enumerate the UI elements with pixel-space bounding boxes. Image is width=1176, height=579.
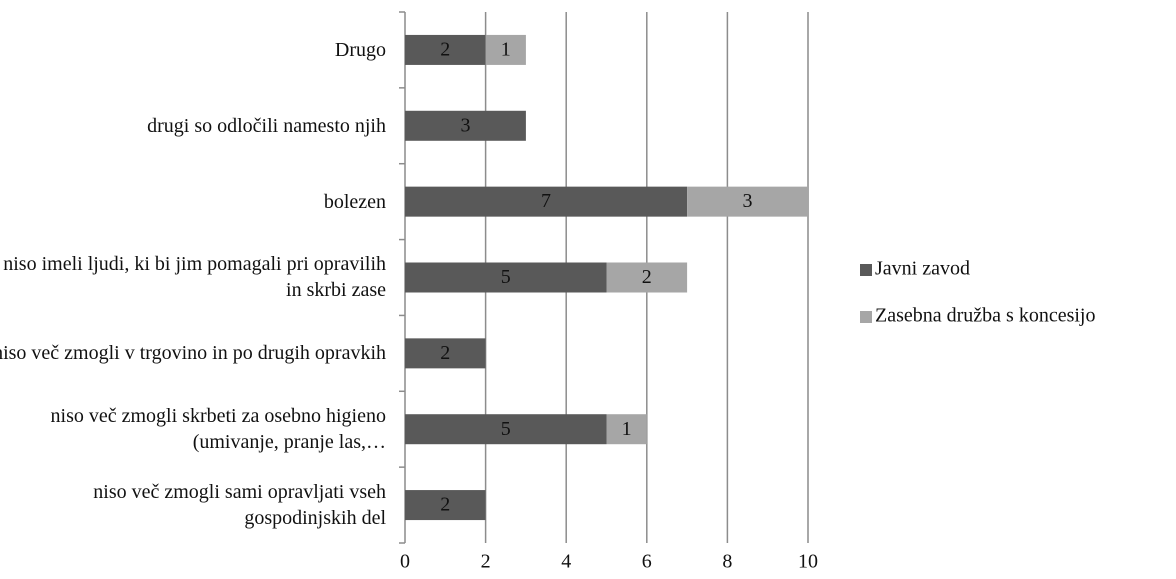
data-label: 7 — [541, 190, 551, 212]
bar — [405, 34, 486, 65]
bar — [405, 110, 526, 141]
y-tick-label: niso več zmogli v trgovino in po drugih … — [0, 342, 386, 365]
data-label: 5 — [501, 418, 511, 440]
legend-swatch — [860, 311, 872, 323]
y-tick-label: niso več zmogli skrbeti za osebno higien… — [50, 405, 386, 454]
y-tick-label: drugi so odločili namesto njih — [147, 114, 386, 137]
data-label: 1 — [501, 39, 511, 61]
bar — [485, 34, 526, 65]
x-tick-label: 0 — [400, 551, 410, 573]
data-label: 3 — [460, 114, 470, 136]
data-label: 1 — [622, 418, 632, 440]
y-tick-label: niso imeli ljudi, ki bi jim pomagali pri… — [3, 253, 386, 302]
data-label: 2 — [440, 494, 450, 516]
y-tick-label: bolezen — [323, 190, 386, 213]
data-label: 2 — [440, 39, 450, 61]
data-label: 5 — [501, 266, 511, 288]
x-tick-label: 8 — [722, 551, 732, 573]
legend-label: Javni zavod — [875, 258, 970, 280]
bar — [687, 186, 808, 217]
x-tick-label: 4 — [561, 551, 571, 573]
legend-label: Zasebna družba s koncesijo — [875, 305, 1095, 327]
data-label: 2 — [642, 266, 652, 288]
bar — [606, 262, 688, 293]
y-tick-label: Drugo — [334, 38, 386, 61]
bar — [405, 414, 607, 445]
data-label: 2 — [440, 342, 450, 364]
data-label: 3 — [743, 190, 753, 212]
x-tick-label: 6 — [642, 551, 652, 573]
x-tick-label: 10 — [798, 551, 818, 573]
legend-swatch — [860, 264, 872, 276]
x-tick-label: 2 — [481, 551, 491, 573]
y-tick-label: niso več zmogli sami opravljati vseh gos… — [93, 481, 386, 530]
bar — [405, 490, 486, 521]
bar — [606, 414, 647, 445]
bar — [405, 338, 486, 369]
bar — [405, 262, 607, 293]
bar — [405, 186, 688, 217]
